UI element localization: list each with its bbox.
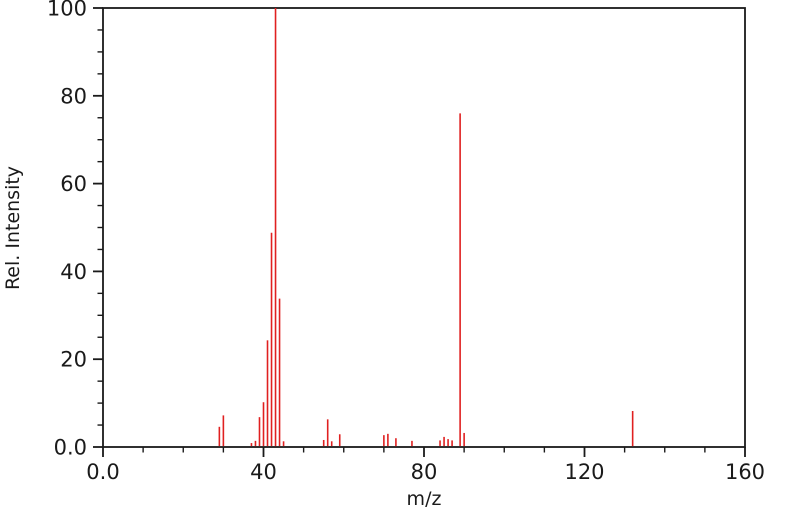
y-tick-label: 40 bbox=[60, 260, 87, 284]
y-axis-label: Rel. Intensity bbox=[2, 165, 24, 291]
y-tick-label: 20 bbox=[60, 348, 87, 372]
y-tick-label: 0.0 bbox=[54, 436, 87, 460]
y-tick-label: 80 bbox=[60, 84, 87, 108]
x-tick-label: 160 bbox=[725, 460, 765, 484]
x-tick-label: 80 bbox=[411, 460, 438, 484]
y-tick-label: 100 bbox=[47, 0, 87, 21]
plot-frame bbox=[102, 7, 746, 448]
x-tick-label: 120 bbox=[564, 460, 604, 484]
x-tick-label: 40 bbox=[250, 460, 277, 484]
y-tick-label: 60 bbox=[60, 172, 87, 196]
x-axis-label: m/z bbox=[406, 488, 442, 510]
x-tick-label: 0.0 bbox=[86, 460, 119, 484]
